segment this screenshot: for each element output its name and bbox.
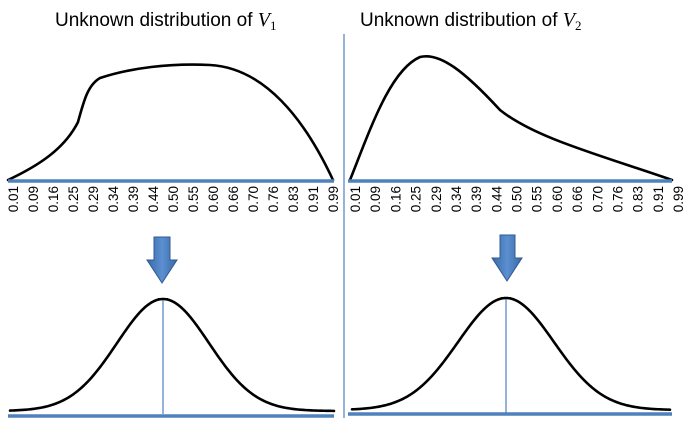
- tick-label: 0.50: [166, 186, 181, 212]
- tick-label: 0.76: [610, 186, 625, 212]
- tick-label: 0.91: [651, 186, 666, 212]
- tick-label: 0.91: [306, 186, 321, 212]
- tick-label: 0.66: [570, 186, 585, 212]
- tick-label: 0.83: [286, 186, 301, 212]
- right-unknown-distribution-curve: [348, 54, 674, 182]
- right-tick-labels: 0.01 0.09 0.16 0.25 0.29 0.34 0.39 0.44 0.50 0.55…: [348, 186, 686, 213]
- tick-label: 0.66: [226, 186, 241, 212]
- left-unknown-distribution-curve: [6, 63, 335, 182]
- tick-label: 0.39: [126, 186, 141, 212]
- tick-label: 0.29: [429, 186, 444, 212]
- tick-label: 0.16: [388, 186, 403, 212]
- tick-label: 0.70: [246, 186, 261, 212]
- tick-label: 0.39: [469, 186, 484, 212]
- tick-label: 0.60: [206, 186, 221, 212]
- tick-label: 0.60: [550, 186, 565, 212]
- tick-label: 0.83: [631, 186, 646, 212]
- tick-label: 0.44: [146, 186, 161, 213]
- tick-label: 0.55: [186, 186, 201, 212]
- tick-label: 0.01: [6, 186, 21, 212]
- left-tick-labels: 0.01 0.09 0.16 0.25 0.29 0.34 0.39 0.44 0.50 0.55…: [6, 186, 341, 213]
- right-panel-title: Unknown distribution of V2: [360, 9, 582, 33]
- right-normal-curve: [350, 296, 672, 411]
- tick-label: 0.99: [671, 186, 686, 212]
- tick-label: 0.25: [409, 186, 424, 212]
- left-normal-curve: [8, 297, 336, 413]
- left-panel-title: Unknown distribution of V1: [55, 9, 277, 33]
- tick-label: 0.25: [66, 186, 81, 212]
- tick-label: 0.99: [326, 186, 341, 212]
- tick-label: 0.70: [590, 186, 605, 212]
- tick-label: 0.16: [46, 186, 61, 212]
- tick-label: 0.29: [86, 186, 101, 212]
- tick-label: 0.44: [489, 186, 504, 213]
- left-down-arrow-icon: [146, 236, 178, 284]
- tick-label: 0.34: [106, 186, 121, 213]
- tick-label: 0.55: [530, 186, 545, 212]
- tick-label: 0.01: [348, 186, 363, 212]
- right-down-arrow-icon: [491, 234, 523, 282]
- tick-label: 0.09: [368, 186, 383, 212]
- tick-label: 0.09: [26, 186, 41, 212]
- tick-label: 0.76: [266, 186, 281, 212]
- tick-label: 0.50: [510, 186, 525, 212]
- tick-label: 0.34: [449, 186, 464, 213]
